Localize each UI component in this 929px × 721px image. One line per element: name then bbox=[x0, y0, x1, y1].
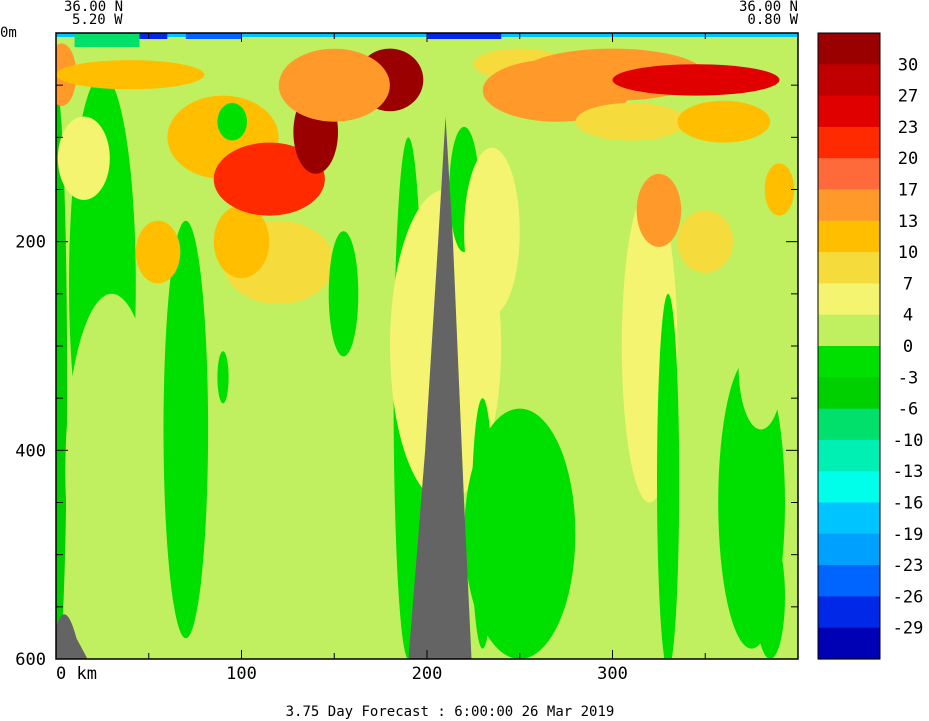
y-tick-label: 600 bbox=[15, 650, 46, 670]
x-tick-labels: 100 200 300 bbox=[226, 664, 628, 684]
colorbar-swatch bbox=[818, 346, 880, 378]
colorbar-label: 17 bbox=[898, 181, 918, 201]
seafloor-peak-central bbox=[408, 116, 472, 659]
surface-patch-1 bbox=[185, 33, 242, 39]
field-blob-26 bbox=[471, 398, 494, 649]
field-blob-34 bbox=[677, 210, 734, 273]
chart-title: 3.75 Day Forecast : 6:00:00 26 Mar 2019 bbox=[286, 704, 615, 720]
colorbar-label: -6 bbox=[898, 400, 918, 420]
field-blob-32 bbox=[657, 293, 680, 659]
colorbar-swatch bbox=[818, 283, 880, 316]
x-axis-unit-label: 0 km bbox=[56, 664, 97, 684]
colorbar-swatch bbox=[818, 627, 880, 660]
colorbar-label: -10 bbox=[893, 431, 924, 451]
colorbar-swatch bbox=[818, 439, 880, 472]
surface-patch-3 bbox=[74, 33, 140, 47]
colorbar-swatch bbox=[818, 252, 880, 284]
colorbar-label: 4 bbox=[903, 306, 913, 326]
colorbar-label: 0 bbox=[903, 337, 913, 357]
colorbar-label: -23 bbox=[893, 556, 924, 576]
y-axis-unit-label: 0m bbox=[0, 25, 17, 41]
colorbar-swatch bbox=[818, 189, 880, 222]
colorbar-label: 7 bbox=[903, 274, 913, 294]
colorbar-label: 13 bbox=[898, 212, 918, 232]
field-blob-4 bbox=[65, 293, 159, 649]
colorbar-label: -13 bbox=[893, 462, 924, 482]
colorbar-swatch bbox=[818, 408, 880, 441]
colorbar-swatch bbox=[818, 565, 880, 597]
colorbar-swatch bbox=[818, 220, 880, 253]
field-blob-9 bbox=[135, 220, 181, 284]
axis-ticks bbox=[56, 33, 798, 659]
colorbar-swatch bbox=[818, 471, 880, 504]
field-blob-11 bbox=[217, 102, 247, 141]
colorbar-label: 23 bbox=[898, 118, 918, 138]
start-latitude: 36.00 N bbox=[64, 0, 123, 15]
colorbar: 30 27 23 20 17 13 10 7 4 0 -3 -6 -10 -13 -16 -19 -23 -26 -… bbox=[817, 32, 924, 660]
colorbar-label: 10 bbox=[898, 243, 918, 263]
colorbar-label: -26 bbox=[893, 587, 924, 607]
field-blob-39 bbox=[755, 533, 785, 659]
colorbar-swatch bbox=[818, 64, 880, 97]
colorbar-frame bbox=[817, 32, 881, 660]
colorbar-swatch bbox=[818, 377, 880, 410]
field-blob-17 bbox=[278, 48, 390, 122]
colorbar-label: 30 bbox=[898, 55, 918, 75]
colorbar-label: -16 bbox=[893, 494, 924, 514]
colorbar-swatch bbox=[818, 158, 880, 191]
field-blob-29 bbox=[575, 102, 687, 141]
colorbar-swatch bbox=[818, 533, 880, 566]
field-blob-0 bbox=[56, 85, 68, 659]
field-blob-38 bbox=[764, 163, 795, 216]
x-tick-label: 300 bbox=[597, 664, 628, 684]
x-tick-label: 100 bbox=[226, 664, 257, 684]
seafloor bbox=[56, 116, 472, 659]
field-blob-18 bbox=[328, 231, 359, 357]
y-tick-label: 400 bbox=[15, 441, 46, 461]
colorbar-swatch bbox=[818, 314, 880, 347]
surface-patch-2 bbox=[427, 33, 502, 39]
field-blob-3 bbox=[57, 116, 110, 200]
start-longitude: 5.20 W bbox=[72, 12, 123, 28]
colorbar-label: -29 bbox=[893, 619, 924, 639]
seafloor-peak-west bbox=[56, 614, 88, 659]
colorbar-swatch bbox=[818, 95, 880, 128]
colorbar-swatch bbox=[818, 126, 880, 159]
colorbar-label: 20 bbox=[898, 149, 918, 169]
y-tick-labels: 200 400 600 bbox=[15, 233, 46, 670]
field-blob-6 bbox=[163, 220, 209, 639]
field-blob-33 bbox=[612, 64, 780, 96]
colorbar-swatch bbox=[818, 596, 880, 629]
field-blob-31 bbox=[636, 173, 682, 247]
colorbar-label: -3 bbox=[898, 368, 918, 388]
end-longitude: 0.80 W bbox=[747, 12, 798, 28]
colorbar-swatch bbox=[818, 502, 880, 535]
field-blob-12 bbox=[217, 351, 229, 404]
colorbar-label: -19 bbox=[893, 525, 924, 545]
x-tick-label: 200 bbox=[412, 664, 443, 684]
colorbar-swatch bbox=[818, 33, 880, 65]
field-blob-35 bbox=[677, 100, 771, 143]
colorbar-label: 27 bbox=[898, 87, 918, 107]
end-latitude: 36.00 N bbox=[739, 0, 798, 15]
y-tick-label: 200 bbox=[15, 233, 46, 253]
field-blob-37 bbox=[738, 304, 784, 430]
field-blob-5 bbox=[56, 60, 205, 90]
velocity-field bbox=[56, 43, 795, 659]
field-blob-23 bbox=[464, 147, 520, 315]
field-blob-10 bbox=[213, 205, 270, 279]
field-blob-13 bbox=[213, 142, 325, 216]
